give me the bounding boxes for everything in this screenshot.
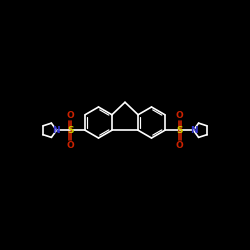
Text: S: S — [176, 126, 183, 135]
Text: N: N — [52, 126, 60, 135]
Text: O: O — [66, 141, 74, 150]
Text: O: O — [176, 141, 184, 150]
Text: O: O — [66, 111, 74, 120]
Text: N: N — [190, 126, 198, 135]
Text: S: S — [67, 126, 73, 135]
Text: O: O — [176, 111, 184, 120]
